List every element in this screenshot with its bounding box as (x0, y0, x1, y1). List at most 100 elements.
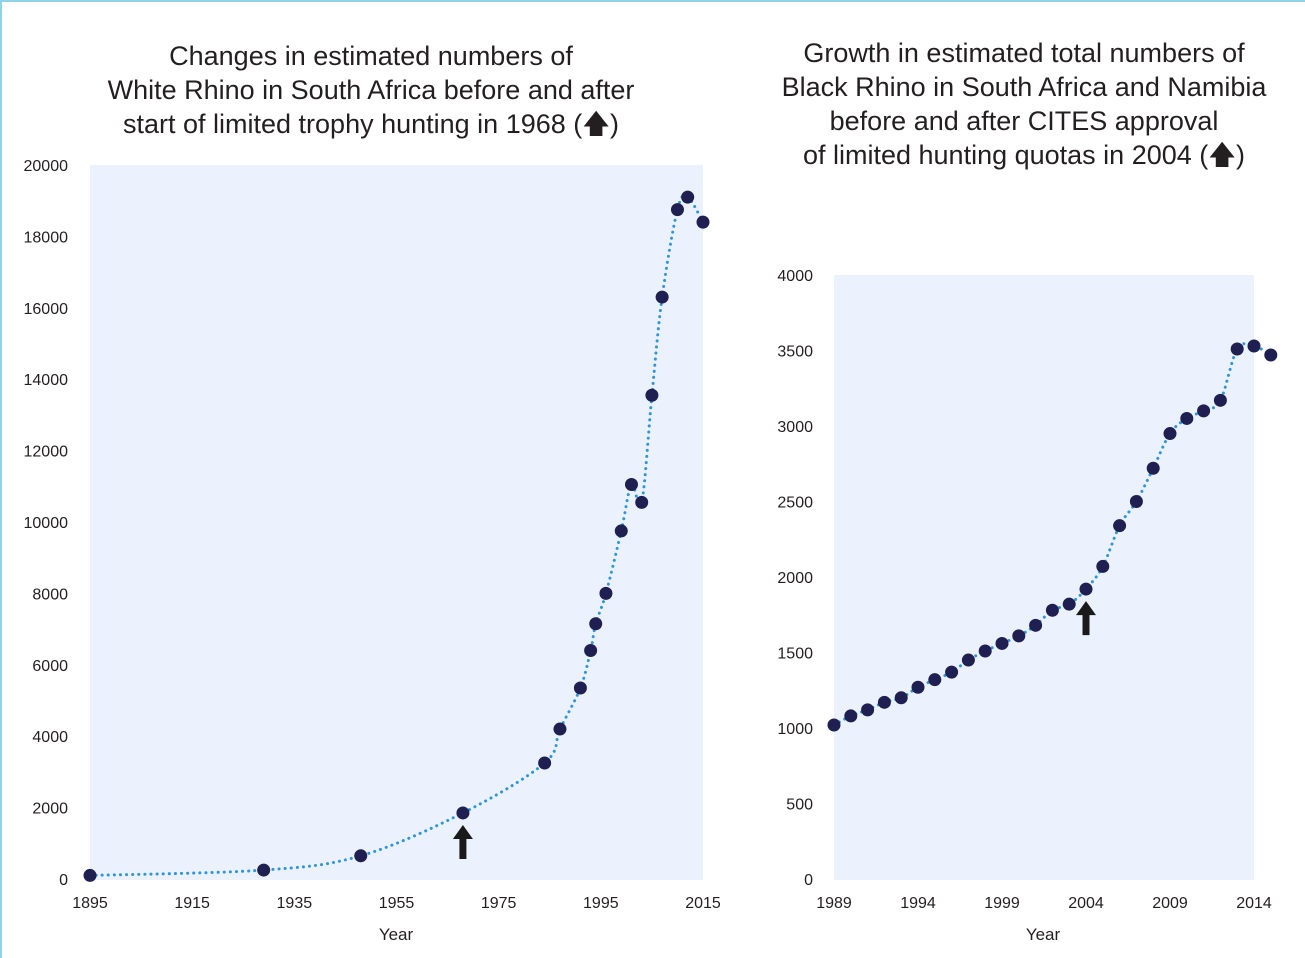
y-tick-label: 500 (786, 797, 813, 814)
x-tick-label: 2004 (1068, 895, 1104, 912)
data-point (584, 644, 598, 658)
y-tick-label: 10000 (24, 515, 69, 532)
y-tick-label: 3000 (777, 419, 813, 436)
plot-area (834, 275, 1254, 880)
data-point (877, 695, 891, 709)
data-point (589, 617, 603, 631)
data-point (696, 215, 710, 229)
data-point (83, 868, 97, 882)
chart-title-line-3: start of limited trophy hunting in 1968 … (123, 109, 619, 139)
data-point (1163, 427, 1177, 441)
y-tick-label: 1000 (777, 721, 813, 738)
chart-title-line-1: Changes in estimated numbers of (169, 41, 573, 71)
y-tick-label: 2000 (32, 801, 68, 818)
data-point (861, 703, 875, 717)
y-tick-label: 8000 (32, 586, 68, 603)
chart-title-line-4: of limited hunting quotas in 2004 (🡅) (803, 140, 1245, 170)
data-point (257, 863, 271, 877)
data-point (894, 691, 908, 705)
y-tick-label: 1500 (777, 646, 813, 663)
y-tick-label: 0 (804, 872, 813, 889)
data-point (614, 524, 628, 538)
y-tick-label: 3500 (777, 344, 813, 361)
data-marks (827, 339, 1278, 732)
x-tick-label: 2014 (1236, 895, 1272, 912)
data-point (635, 495, 649, 509)
data-point (1012, 629, 1026, 643)
data-point (911, 680, 925, 694)
data-point (1062, 597, 1076, 611)
data-point (1079, 582, 1093, 596)
data-point (354, 849, 368, 863)
data-point (645, 388, 659, 402)
data-point (844, 709, 858, 723)
y-tick-label: 12000 (24, 444, 69, 461)
data-marks (83, 190, 710, 882)
data-point (681, 190, 695, 204)
x-tick-label: 1999 (984, 895, 1020, 912)
event-arrow (1076, 601, 1096, 636)
plot-area (90, 165, 703, 880)
data-point (1230, 342, 1244, 356)
y-tick-label: 14000 (24, 372, 69, 389)
y-tick-label: 0 (59, 872, 68, 889)
data-point (995, 636, 1009, 650)
x-tick-label: 2015 (685, 895, 721, 912)
chart-title-line-3: before and after CITES approval (830, 106, 1219, 136)
data-point (1247, 339, 1261, 353)
data-point (1264, 348, 1278, 362)
chart-title-line-1: Growth in estimated total numbers of (803, 38, 1245, 68)
data-point (670, 203, 684, 217)
data-point (928, 673, 942, 687)
data-point (1197, 404, 1211, 418)
chart-title-line-2: Black Rhino in South Africa and Namibia (782, 72, 1268, 102)
data-point (978, 644, 992, 658)
data-point (624, 478, 638, 492)
data-point (1129, 495, 1143, 508)
x-tick-label: 2009 (1152, 895, 1188, 912)
y-tick-label: 18000 (24, 229, 69, 246)
y-tick-label: 2500 (777, 495, 813, 512)
data-point (1096, 559, 1110, 573)
data-point (1045, 603, 1059, 617)
x-tick-label: 1935 (277, 895, 313, 912)
data-point (599, 586, 613, 600)
x-tick-label: 1895 (72, 895, 108, 912)
x-tick-label: 1989 (816, 895, 852, 912)
y-tick-label: 16000 (24, 301, 69, 318)
x-tick-label: 1975 (481, 895, 517, 912)
data-point (1146, 461, 1160, 475)
x-tick-label: 1915 (174, 895, 210, 912)
y-tick-label: 20000 (24, 158, 69, 175)
data-point (945, 665, 959, 679)
x-axis-ticks: 1895 1915 1935 1955 1975 1995 2015 (72, 895, 721, 912)
data-point (1113, 519, 1127, 533)
x-axis-ticks: 1989 1994 1999 2004 2009 2014 (816, 895, 1272, 912)
data-point (456, 806, 470, 820)
x-axis-label: Year (379, 925, 414, 944)
black-rhino-chart: Growth in estimated total numbers of Bla… (777, 38, 1278, 944)
data-point (655, 290, 669, 304)
data-point (1213, 393, 1227, 407)
event-arrow (452, 824, 473, 859)
x-tick-label: 1995 (583, 895, 619, 912)
chart-title-line-2: White Rhino in South Africa before and a… (108, 75, 635, 105)
data-point (827, 718, 841, 732)
y-tick-label: 4000 (32, 729, 68, 746)
y-axis-ticks: 0 2000 4000 6000 8000 10000 12000 14000 … (24, 158, 69, 889)
x-axis-label: Year (1026, 925, 1061, 944)
data-point (961, 653, 975, 667)
x-tick-label: 1955 (379, 895, 415, 912)
y-tick-label: 4000 (777, 268, 813, 285)
y-tick-label: 6000 (32, 658, 68, 675)
white-rhino-chart: Changes in estimated numbers of White Rh… (24, 41, 721, 944)
data-point (1029, 618, 1043, 632)
data-point (553, 722, 567, 736)
x-tick-label: 1994 (900, 895, 936, 912)
data-point (538, 756, 552, 770)
data-point (573, 681, 587, 695)
data-point (1180, 411, 1194, 425)
y-axis-ticks: 0 500 1000 1500 2000 2500 3000 3500 4000 (777, 268, 813, 889)
